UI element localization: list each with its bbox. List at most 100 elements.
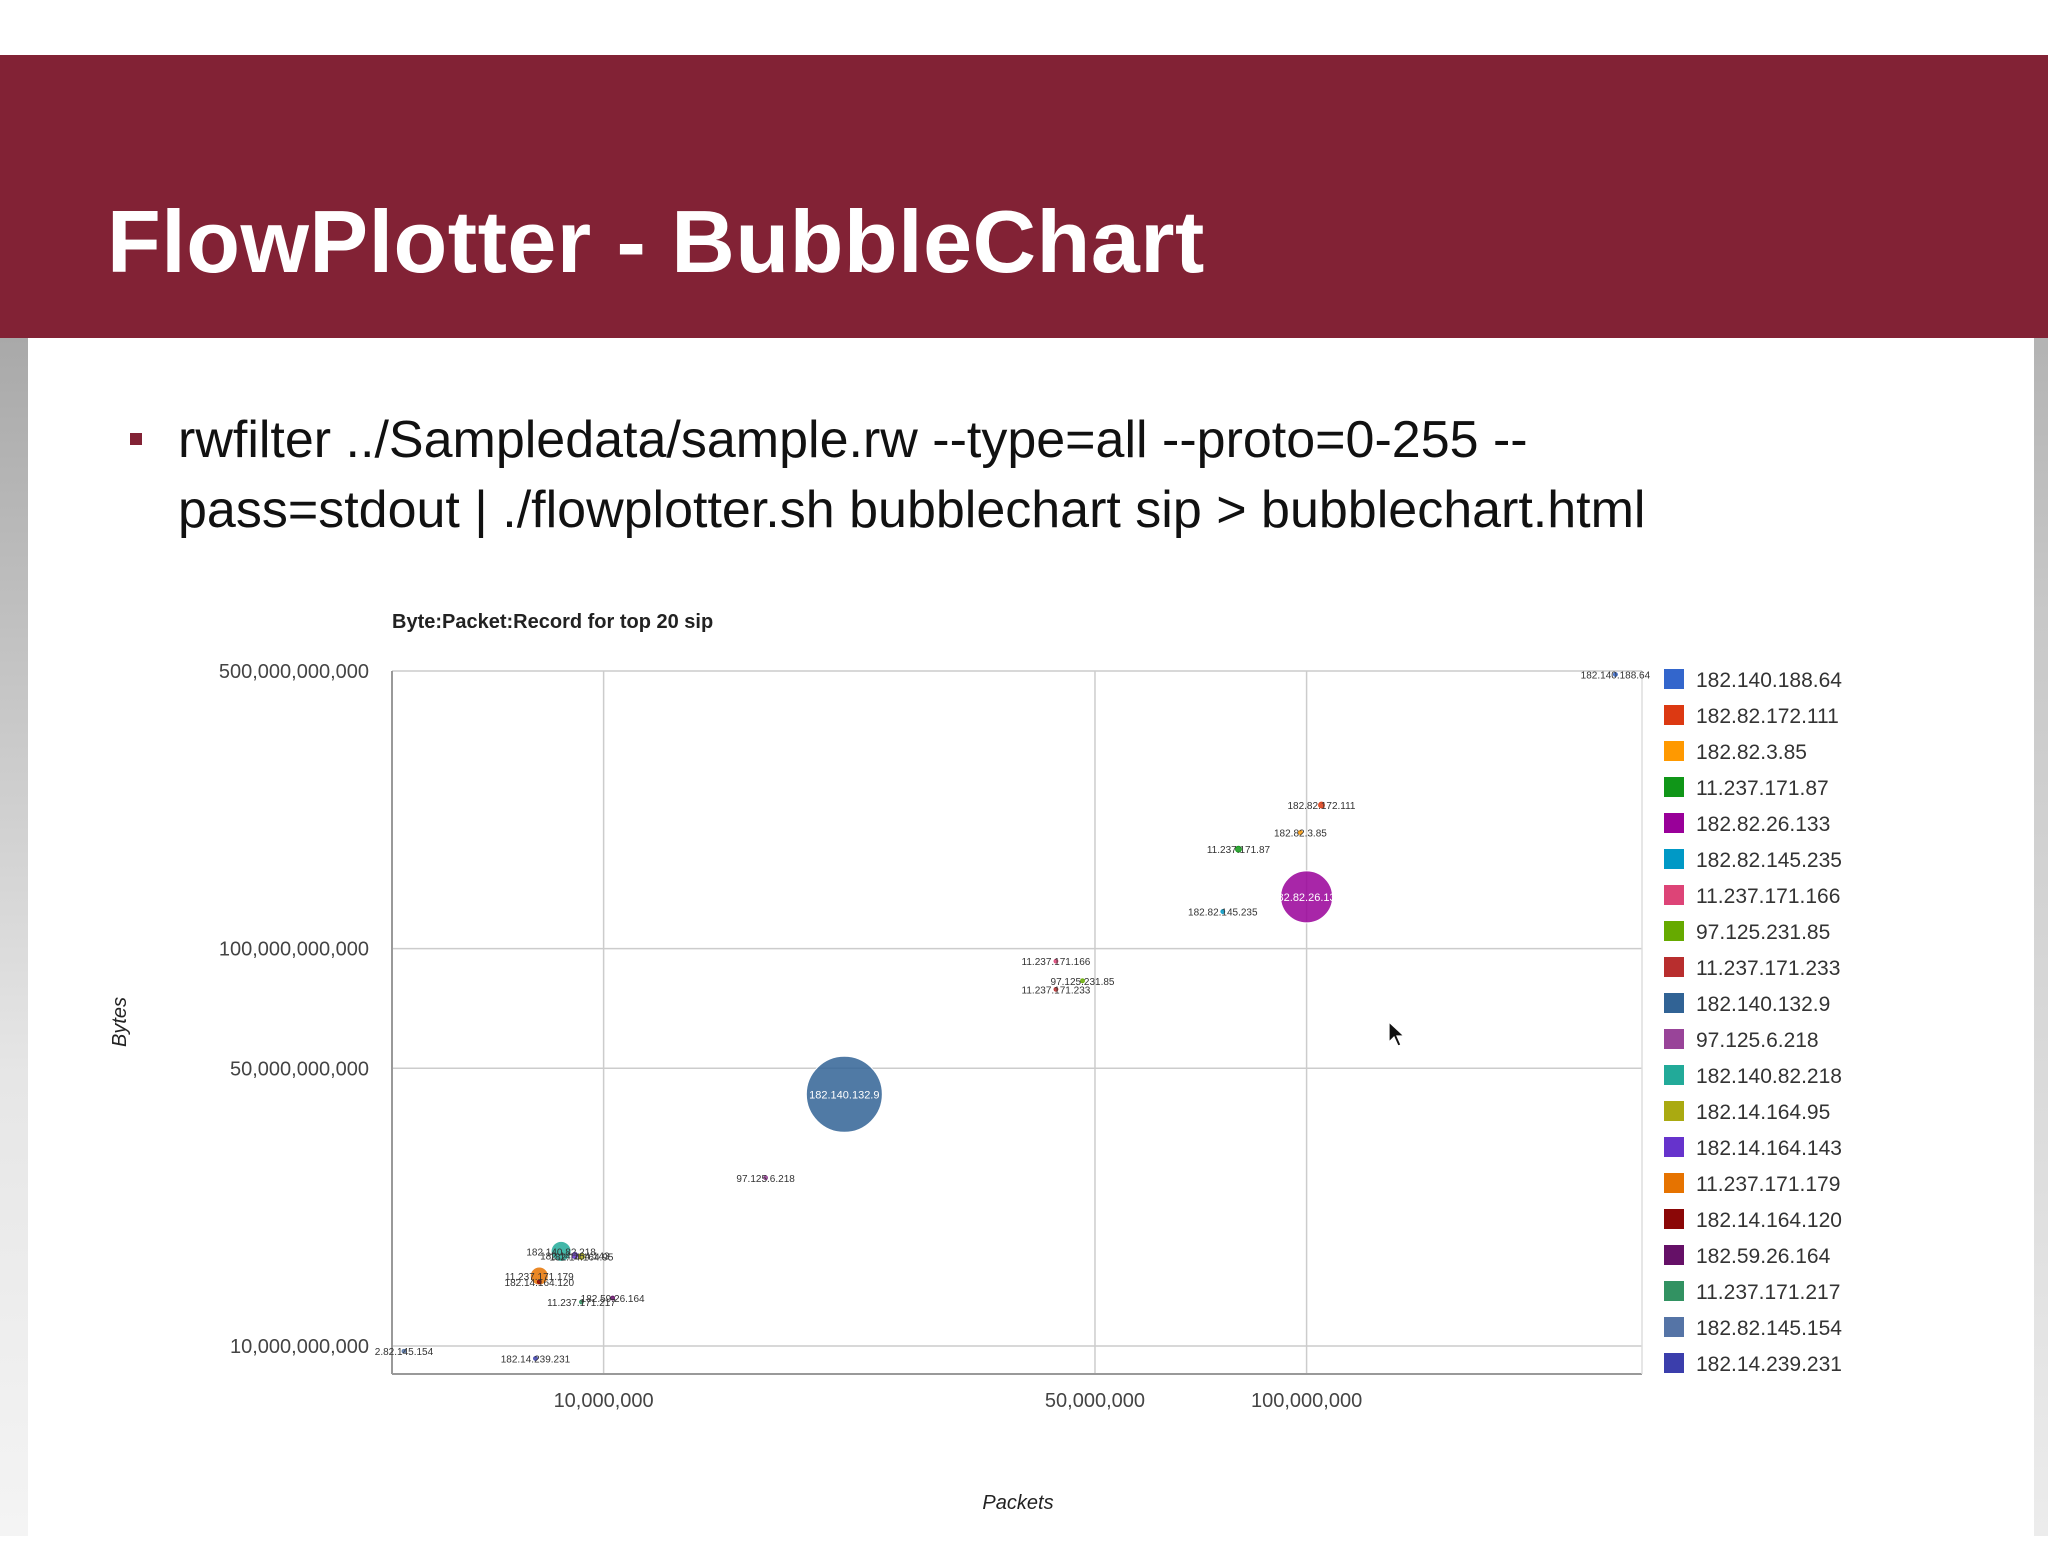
bubble-label: 97.125.6.218 xyxy=(736,1174,795,1185)
legend-swatch xyxy=(1664,957,1684,977)
y-tick-label: 50,000,000,000 xyxy=(230,1058,369,1080)
legend-swatch xyxy=(1664,705,1684,725)
bubble-label: 11.237.171.87 xyxy=(1207,845,1271,856)
chart-tick-labels: 10,000,000 50,000,000 100,000,000 10,000,00… xyxy=(219,661,1362,1412)
legend-swatch xyxy=(1664,1317,1684,1337)
bullet-line-2: pass=stdout | ./flowplotter.sh bubblecha… xyxy=(178,481,1646,539)
bubble-label: 11.237.171.233 xyxy=(1022,985,1091,996)
bullet-line-1: rwfilter ../Sampledata/sample.rw --type=… xyxy=(178,411,1528,469)
bubble-label: 97.125.231.85 xyxy=(1051,977,1115,988)
bubble-point[interactable] xyxy=(571,1252,579,1259)
y-tick-label: 100,000,000,000 xyxy=(219,939,369,961)
legend-label[interactable]: 11.237.171.233 xyxy=(1696,957,1840,980)
legend-label[interactable]: 11.237.171.217 xyxy=(1696,1281,1840,1304)
y-tick-label: 500,000,000,000 xyxy=(219,661,369,683)
bubble-label: 11.237.171.217 xyxy=(547,1298,616,1309)
bubble-point[interactable] xyxy=(536,1279,542,1285)
bubble-label: 182.59.26.164 xyxy=(581,1294,645,1305)
bubble-label: 182.140.82.218 xyxy=(526,1247,596,1258)
bubble-label: 182.82.26.133 xyxy=(1271,892,1341,904)
chart-bubbles: 182.140.188.64182.82.172.111182.82.3.851… xyxy=(375,670,1651,1365)
legend-label[interactable]: 11.237.171.87 xyxy=(1696,777,1829,800)
legend-swatch xyxy=(1664,1209,1684,1229)
bubble-label: 182.82.3.85 xyxy=(1274,829,1327,840)
legend-swatch xyxy=(1664,993,1684,1013)
bubble-point[interactable] xyxy=(1613,672,1618,677)
bubble-point[interactable] xyxy=(763,1175,769,1181)
bubble-label: 182.14.164.120 xyxy=(505,1278,575,1289)
slide-top-strip xyxy=(0,0,2048,55)
bubble-label: 182.82.145.235 xyxy=(1188,908,1258,919)
legend-label[interactable]: 11.237.171.179 xyxy=(1696,1173,1840,1196)
bubble-label: 182.140.132.9 xyxy=(809,1089,879,1101)
y-axis-label: Bytes xyxy=(109,997,131,1047)
bubble-label: 182.14.164.95 xyxy=(549,1252,613,1263)
bubble-point[interactable] xyxy=(529,1266,549,1286)
legend-swatch xyxy=(1664,777,1684,797)
bullet-command: rwfilter ../Sampledata/sample.rw --type=… xyxy=(178,405,1798,545)
bubble-label: 182.82.172.111 xyxy=(1287,801,1355,812)
legend-label[interactable]: 182.140.132.9 xyxy=(1696,993,1830,1016)
legend-label[interactable]: 182.140.82.218 xyxy=(1696,1065,1842,1088)
bubble-point[interactable] xyxy=(550,1240,572,1262)
legend-label[interactable]: 182.14.164.143 xyxy=(1696,1137,1842,1160)
legend-swatch xyxy=(1664,885,1684,905)
bubble-point[interactable] xyxy=(1235,845,1242,853)
bubble-label: 182.14.164.143 xyxy=(540,1251,610,1262)
bubble-label: 182.14.239.231 xyxy=(501,1354,571,1365)
slide-right-edge xyxy=(2034,0,2048,1536)
legend-label[interactable]: 97.125.231.85 xyxy=(1696,921,1830,944)
legend-label[interactable]: 182.82.145.154 xyxy=(1696,1317,1842,1340)
mouse-cursor-icon xyxy=(1388,1020,1406,1047)
chart-legend: 182.140.188.64 182.82.172.111 182.82.3.85 1… xyxy=(1664,669,1842,1376)
legend-swatch xyxy=(1664,849,1684,869)
legend-label[interactable]: 182.82.26.133 xyxy=(1696,813,1830,836)
legend-swatch xyxy=(1664,1137,1684,1157)
legend-label[interactable]: 11.237.171.166 xyxy=(1696,885,1840,908)
bubble-point[interactable] xyxy=(1080,978,1085,984)
title-band xyxy=(0,55,2048,338)
legend-label[interactable]: 182.82.3.85 xyxy=(1696,741,1807,764)
bubble-point[interactable] xyxy=(1280,870,1334,924)
y-tick-label: 10,000,000,000 xyxy=(230,1336,369,1358)
legend-label[interactable]: 182.14.164.95 xyxy=(1696,1101,1830,1124)
bubble-point[interactable] xyxy=(1053,958,1059,964)
legend-swatch xyxy=(1664,1245,1684,1265)
bullet-marker xyxy=(130,433,142,445)
bubble-label: 11.237.171.166 xyxy=(1022,957,1091,968)
x-axis-label: Packets xyxy=(982,1492,1053,1514)
bubble-point[interactable] xyxy=(1053,986,1059,992)
bubble-point[interactable] xyxy=(533,1356,538,1361)
legend-swatch xyxy=(1664,1029,1684,1049)
chart-title: Byte:Packet:Record for top 20 sip xyxy=(392,611,713,633)
legend-swatch xyxy=(1664,1101,1684,1121)
legend-swatch xyxy=(1664,741,1684,761)
bubble-point[interactable] xyxy=(579,1299,584,1305)
legend-swatch xyxy=(1664,1281,1684,1301)
bubble-point[interactable] xyxy=(1298,830,1303,835)
legend-swatch xyxy=(1664,1353,1684,1373)
bubble-point[interactable] xyxy=(578,1253,585,1260)
legend-label[interactable]: 182.14.239.231 xyxy=(1696,1353,1842,1376)
legend-label[interactable]: 182.140.188.64 xyxy=(1696,669,1842,692)
bubble-point[interactable] xyxy=(1220,909,1226,914)
bubble-label: 182.140.188.64 xyxy=(1581,670,1651,681)
bubble-label: 2.82.145.154 xyxy=(375,1347,434,1358)
legend-label[interactable]: 182.82.172.111 xyxy=(1696,705,1839,728)
legend-label[interactable]: 182.59.26.164 xyxy=(1696,1245,1831,1268)
bubble-point[interactable] xyxy=(401,1348,407,1354)
legend-label[interactable]: 182.14.164.120 xyxy=(1696,1209,1842,1232)
bubble-point[interactable] xyxy=(805,1055,883,1133)
bubble-point[interactable] xyxy=(610,1295,616,1301)
legend-swatch xyxy=(1664,921,1684,941)
chart-axes xyxy=(391,671,1643,1375)
slide-title: FlowPlotter - BubbleChart xyxy=(107,192,1205,291)
legend-label[interactable]: 97.125.6.218 xyxy=(1696,1029,1819,1052)
bubble-label: 11.237.171.179 xyxy=(505,1272,574,1283)
chart-grid xyxy=(392,670,1642,1374)
legend-label[interactable]: 182.82.145.235 xyxy=(1696,849,1842,872)
legend-swatch xyxy=(1664,1173,1684,1193)
bubble-point[interactable] xyxy=(1318,801,1325,809)
